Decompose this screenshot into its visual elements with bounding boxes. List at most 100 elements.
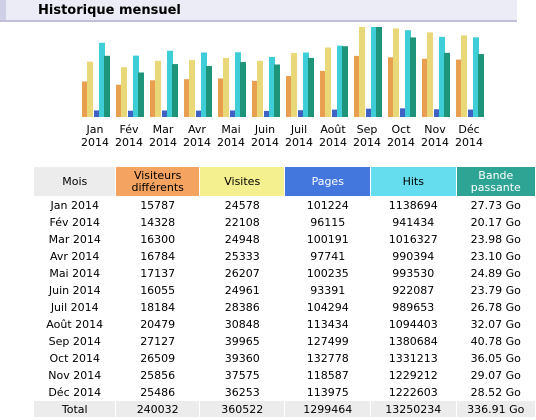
table-row: Juin 2014 16055 24961 93391 922087 23.79 Go [34,282,535,298]
col-header-visitors: Visiteurs différents [116,167,199,196]
total-bandwidth: 336.91 Go [456,401,535,417]
month-label-name: Août [320,123,346,136]
month-label-year: 2014 [217,136,245,149]
cell-pages: 100235 [306,266,349,280]
bar-bandwidth [376,27,382,117]
monthly-stats-table: Mois Visiteurs différents Visites Pages … [33,166,536,418]
bar-pages [332,109,338,117]
col-header-hits: Hits [371,167,456,196]
month-label: Jan 2014 [75,123,115,149]
cell-bandwidth: 26.78 Go [470,300,521,314]
bar-pages [196,110,202,117]
bar-bandwidth [104,55,110,117]
month-label-year: 2014 [251,136,279,149]
cell-bandwidth: 40.78 Go [470,334,521,348]
bar-hits [405,30,411,118]
month-label-name: Nov [424,123,446,136]
cell-pages: 101224 [306,198,349,212]
col-header-month: Mois [34,167,116,196]
bar-pages [298,110,304,117]
cell-hits: 941434 [392,215,435,229]
total-hits: 13250234 [371,401,456,417]
bar-visitors [354,55,360,117]
bar-bandwidth [240,62,246,117]
cell-hits: 1016327 [388,232,438,246]
month-label: Mar 2014 [143,123,183,149]
bar-hits [133,55,139,117]
bar-bandwidth [410,37,416,117]
cell-visits: 22108 [224,215,260,229]
bar-bandwidth [444,52,450,117]
month-label-name: Fév [119,123,139,136]
cell-visitors: 26509 [140,351,176,365]
cell-visits: 24961 [224,283,260,297]
bar-visitors [82,81,88,117]
cell-bandwidth: 27.73 Go [470,198,521,212]
cell-pages: 132778 [306,351,349,365]
month-label-name: Juil [290,123,308,136]
cell-hits: 922087 [392,283,435,297]
cell-bandwidth: 29.07 Go [470,368,521,382]
bar-visitors [422,58,428,117]
cell-visitors: 20479 [140,317,176,331]
bar-hits [167,50,173,117]
cell-hits: 1331213 [388,351,438,365]
bar-visitors [184,79,190,117]
bar-hits [99,42,105,117]
cell-bandwidth: 32.07 Go [470,317,521,331]
cell-visits: 26207 [224,266,260,280]
cell-hits: 989653 [392,300,435,314]
month-label-name: Mai [221,123,241,136]
month-label: Nov 2014 [415,123,455,149]
bar-pages [94,110,100,117]
cell-visitors: 25856 [140,368,176,382]
table-total-row: Total 240032 360522 1299464 13250234 336… [34,401,535,417]
bar-bandwidth [342,46,348,117]
bar-visits [223,57,229,117]
cell-visitors: 25486 [140,385,176,399]
cell-bandwidth: 23.10 Go [470,249,521,263]
cell-pages: 127499 [306,334,349,348]
month-label-year: 2014 [353,136,381,149]
bar-hits [337,45,343,117]
cell-month: Mar 2014 [48,232,101,246]
bar-visits [189,59,195,117]
month-label-year: 2014 [81,136,109,149]
cell-visitors: 15787 [140,198,176,212]
table-row: Sep 2014 27127 39965 127499 1380684 40.78 Go [34,333,535,349]
total-visits: 360522 [199,401,285,417]
table-row: Oct 2014 26509 39360 132778 1331213 36.05 Go [34,350,535,366]
bar-visits [359,27,365,117]
month-label-year: 2014 [387,136,415,149]
table-row: Nov 2014 25856 37575 118587 1229212 29.07 Go [34,367,535,383]
cell-hits: 990394 [392,249,435,263]
cell-visits: 37575 [224,368,260,382]
month-label: Août 2014 [313,123,353,149]
section-header: Historique mensuel [0,0,517,22]
month-label: Sep 2014 [347,123,387,149]
month-label-year: 2014 [115,136,143,149]
cell-pages: 113975 [306,385,349,399]
bar-pages [434,109,440,117]
table-row: Jan 2014 15787 24578 101224 1138694 27.73 Go [34,197,535,213]
cell-month: Avr 2014 [50,249,100,263]
month-label-name: Jan [86,123,104,136]
bar-pages [400,108,406,117]
bar-hits [269,56,275,117]
cell-hits: 993530 [392,266,435,280]
cell-visitors: 17137 [140,266,176,280]
cell-visitors: 16055 [140,283,176,297]
cell-visitors: 16784 [140,249,176,263]
month-label-name: Déc [458,123,480,136]
total-label: Total [34,401,116,417]
section-title: Historique mensuel [38,3,181,18]
cell-visitors: 27127 [140,334,176,348]
table-row: Avr 2014 16784 25333 97741 990394 23.10 Go [34,248,535,264]
month-label-year: 2014 [455,136,483,149]
cell-bandwidth: 28.52 Go [470,385,521,399]
table-row: Août 2014 20479 30848 113434 1094403 32.07 Go [34,316,535,332]
month-label-year: 2014 [149,136,177,149]
cell-visits: 25333 [224,249,260,263]
bar-bandwidth [308,57,314,117]
cell-pages: 96115 [310,215,346,229]
